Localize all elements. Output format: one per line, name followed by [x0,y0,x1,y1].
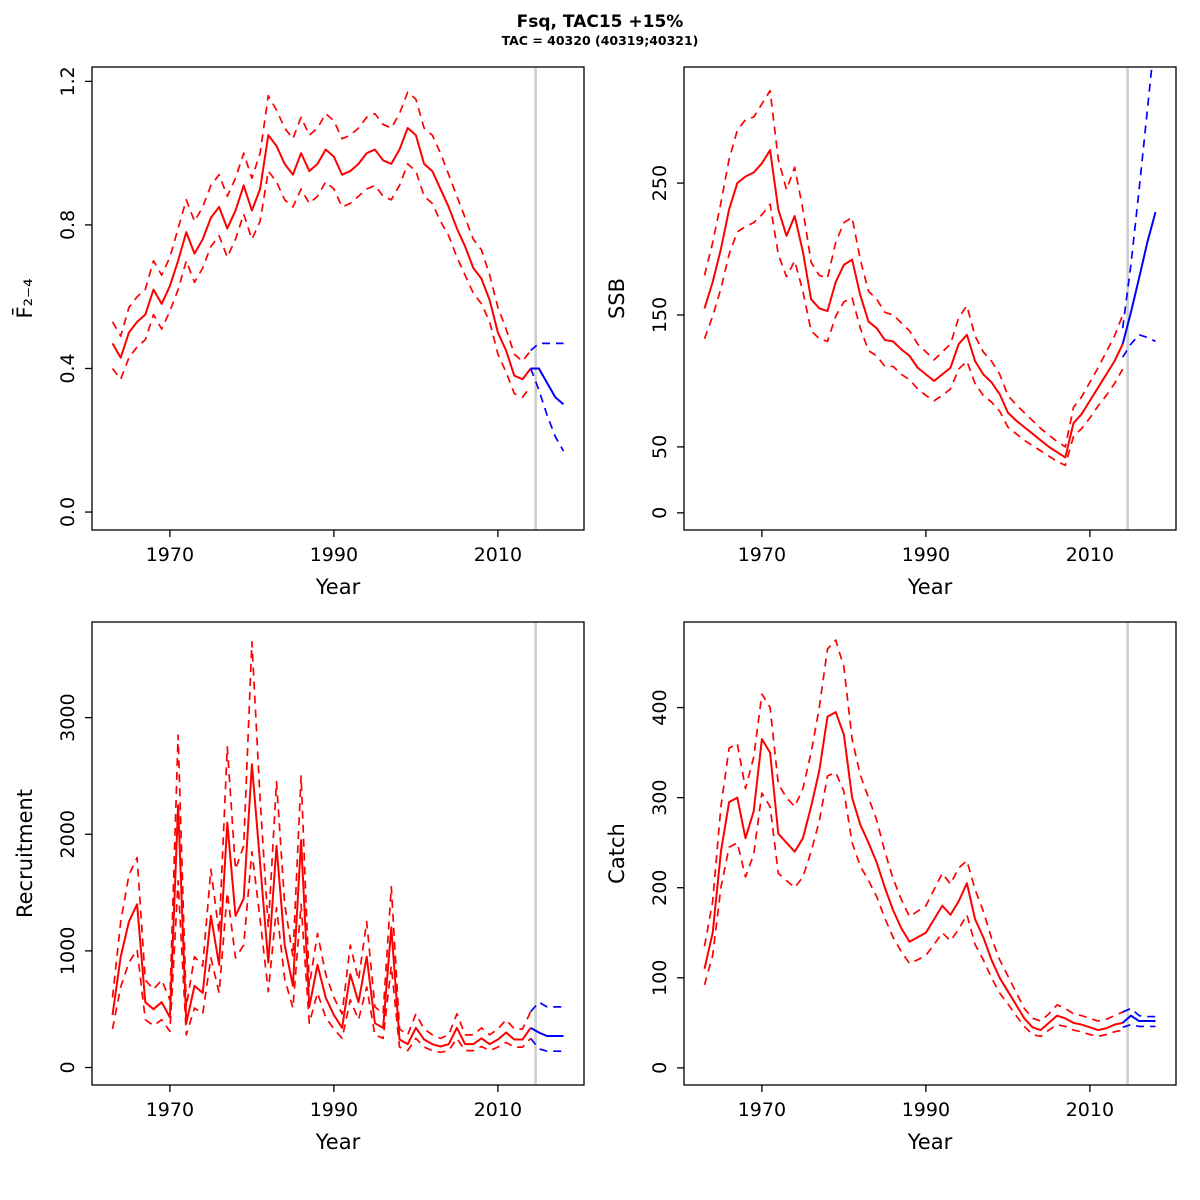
fbar-projection-lower-ci-line [529,368,565,452]
fbar-projection-line [530,367,565,406]
catch-projection-lower-ci-line [1122,1023,1156,1029]
fbar-x-tick-label: 1970 [146,544,194,566]
fbar-xlabel: Year [315,575,361,599]
fbar-y-tick-label: 0.0 [57,497,79,527]
catch-x-tick-label: 1990 [902,1099,950,1121]
recruitment-lower-ci-line [111,850,532,1054]
catch-x-axis: 1970 1990 2010 [738,1084,1114,1121]
ssb-ylabel: SSB [605,278,629,319]
ssb-y-tick-label: 50 [649,435,671,459]
ssb-y-axis: 0 50 150 250 [649,165,684,519]
ssb-y-tick-label: 0 [649,507,671,519]
recruitment-projection-lower-ci-line [530,1037,564,1052]
recruitment-y-tick-label: 1000 [57,927,79,975]
figure-title: Fsq, TAC15 +15% [516,12,684,32]
fbar-series [111,91,565,452]
figure-header: Fsq, TAC15 +15% TAC = 40320 (40319;40321… [0,12,1200,49]
ssb-upper-ci-line [703,89,1124,448]
catch-series [703,639,1156,1038]
fbar-estimate-line [111,126,532,381]
ssb-xlabel: Year [907,575,953,599]
fbar-y-tick-label: 0.8 [57,210,79,240]
fbar-x-tick-label: 2010 [474,544,522,566]
recruitment-xlabel: Year [315,1130,361,1154]
recruitment-upper-ci-line [111,640,532,1040]
catch-lower-ci-line [703,771,1123,1038]
ssb-x-axis: 1970 1990 2010 [738,529,1114,566]
ssb-y-tick-label: 250 [649,165,671,201]
fbar-projection-upper-ci-line [530,342,564,352]
ssb-series [703,66,1157,467]
ssb-projection-upper-ci-line [1121,66,1153,329]
ssb-estimate-line [703,148,1124,459]
catch-projection-line [1122,1014,1156,1024]
catch-panel: 1970 1990 2010 0 100 200 300 400 Year Catch [605,621,1177,1154]
ssb-x-tick-label: 1970 [738,544,786,566]
ssb-lower-ci-line [703,203,1124,467]
fbar-plot-box [91,66,585,531]
ssb-y-tick-label: 150 [649,297,671,333]
catch-y-tick-label: 400 [649,689,671,725]
recruitment-y-tick-label: 0 [57,1061,79,1073]
recruitment-projection-upper-ci-line [530,1001,564,1012]
recruitment-y-tick-label: 3000 [57,693,79,741]
catch-upper-ci-line [703,639,1124,1022]
ssb-projection-line [1121,211,1157,345]
recruitment-series [111,640,564,1054]
catch-x-tick-label: 2010 [1066,1099,1114,1121]
panel-grid: 1970 1990 2010 0.0 0.4 0.8 1.2 Year F̄₂₋₄ 1970 19… [8,53,1192,1163]
catch-y-tick-label: 0 [649,1062,671,1074]
ssb-panel: 1970 1990 2010 0 50 150 250 Year SSB [605,66,1177,599]
fbar-x-axis: 1970 1990 2010 [146,529,522,566]
fbar-y-tick-label: 1.2 [57,66,79,96]
fbar-x-tick-label: 1990 [310,544,358,566]
recruitment-plot-box [91,621,585,1086]
catch-x-tick-label: 1970 [738,1099,786,1121]
catch-projection-upper-ci-line [1122,1007,1156,1018]
catch-xlabel: Year [907,1130,953,1154]
recruitment-projection-line [530,1026,564,1037]
ssb-x-tick-label: 1990 [902,544,950,566]
recruitment-x-axis: 1970 1990 2010 [146,1084,522,1121]
catch-estimate-line [703,710,1123,1031]
catch-y-tick-label: 200 [649,869,671,905]
catch-y-axis: 0 100 200 300 400 [649,689,684,1074]
recruitment-x-tick-label: 1990 [310,1099,358,1121]
catch-plot-box [683,621,1177,1086]
catch-y-tick-label: 100 [649,960,671,996]
ssb-plot-box [683,66,1177,531]
ssb-x-tick-label: 2010 [1066,544,1114,566]
fbar-y-axis: 0.0 0.4 0.8 1.2 [57,66,92,527]
fbar-ylabel: F̄₂₋₄ [12,278,37,318]
fbar-y-tick-label: 0.4 [57,353,79,383]
figure-subtitle: TAC = 40320 (40319;40321) [501,33,699,49]
recruitment-estimate-line [111,763,532,1048]
catch-y-tick-label: 300 [649,779,671,815]
fbar-panel: 1970 1990 2010 0.0 0.4 0.8 1.2 Year F̄₂₋₄ [12,66,585,599]
fbar-lower-ci-line [111,162,532,398]
fbar-upper-ci-line [111,91,532,363]
recruitment-panel: 1970 1990 2010 0 1000 2000 3000 Year Recruitment [13,621,585,1154]
recruitment-x-tick-label: 1970 [146,1099,194,1121]
recruitment-ylabel: Recruitment [13,789,37,918]
recruitment-y-tick-label: 2000 [57,810,79,858]
recruitment-y-axis: 0 1000 2000 3000 [57,693,92,1073]
catch-ylabel: Catch [605,823,629,884]
recruitment-x-tick-label: 2010 [474,1099,522,1121]
